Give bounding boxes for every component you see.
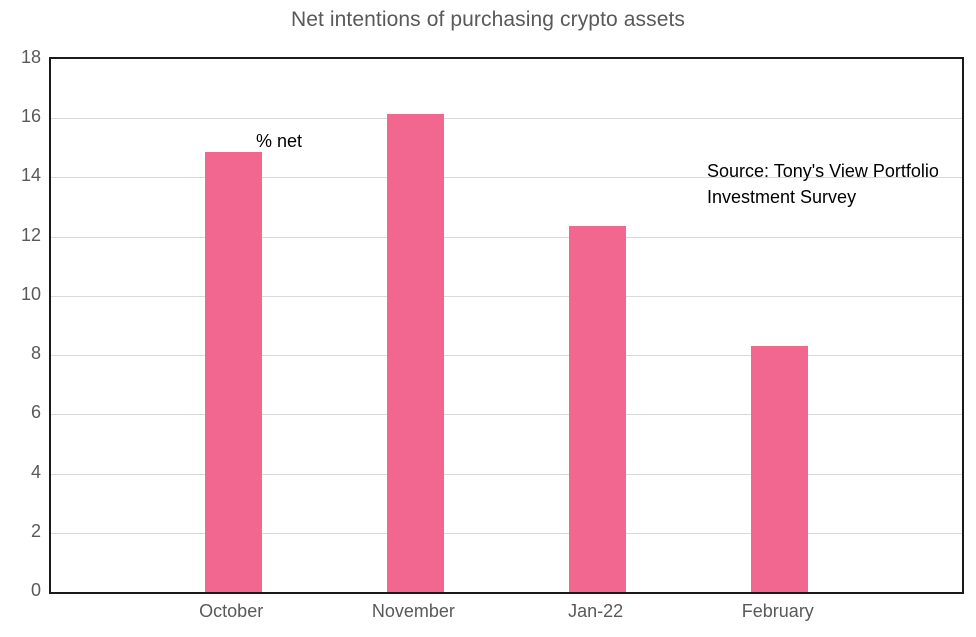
source-line-1: Source: Tony's View Portfolio <box>707 161 939 181</box>
y-tick-label: 4 <box>30 461 41 482</box>
bars-layer <box>51 59 962 592</box>
y-tick-label: 8 <box>30 343 41 364</box>
plot-area: % net Source: Tony's View Portfolio Inve… <box>49 57 964 594</box>
x-tick-label: Jan-22 <box>568 601 624 621</box>
gridline <box>51 414 962 416</box>
x-tick-label: February <box>741 601 814 621</box>
gridline <box>51 118 962 120</box>
y-axis: 18 16 14 12 10 8 6 4 2 0 <box>0 48 41 599</box>
y-tick-label: 16 <box>20 106 41 127</box>
x-tick-label: November <box>371 601 455 621</box>
gridline <box>51 177 962 179</box>
y-tick-label: 6 <box>30 402 41 423</box>
x-tick-label: October <box>199 601 264 621</box>
y-tick-label: 14 <box>20 165 41 186</box>
gridline <box>51 355 962 357</box>
source-line-2: Investment Survey <box>707 187 857 207</box>
gridlines <box>51 59 962 592</box>
y-tick-label: 12 <box>20 224 41 245</box>
x-axis: October November Jan-22 February <box>49 600 960 630</box>
y-tick-label: 0 <box>30 580 41 600</box>
chart-title: Net intentions of purchasing crypto asse… <box>290 8 686 31</box>
bar-february[interactable] <box>751 346 809 592</box>
y-tick-label: 2 <box>30 520 41 541</box>
source-annotation: Source: Tony's View Portfolio Investment… <box>707 158 976 210</box>
y-tick-label: 18 <box>20 47 41 67</box>
bar-jan-22[interactable] <box>569 226 627 592</box>
units-annotation: % net <box>256 131 303 151</box>
gridline <box>51 236 962 238</box>
gridline <box>51 473 962 475</box>
y-tick-label: 10 <box>20 283 41 304</box>
bar-october[interactable] <box>204 151 262 592</box>
gridline <box>51 295 962 297</box>
bar-november[interactable] <box>386 113 444 592</box>
gridline <box>51 532 962 534</box>
